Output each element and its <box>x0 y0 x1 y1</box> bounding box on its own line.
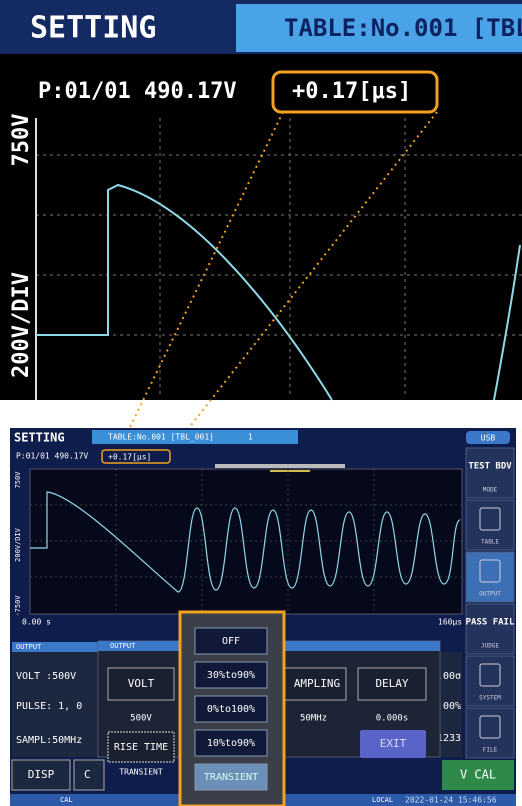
sidebar-icon[interactable] <box>479 507 501 531</box>
dialog-title: OUTPUT <box>110 642 136 650</box>
screen-table-index: 1 <box>248 433 253 442</box>
zoom-axis-scale: 200V/DIV <box>9 272 34 378</box>
output-line: SAMPL:50MHz <box>16 735 82 746</box>
zoom-highlight <box>271 70 439 114</box>
screen-waveform <box>30 491 461 593</box>
zoom-waveform <box>36 183 521 401</box>
sidebar-label[interactable]: PASS FAIL <box>466 618 515 628</box>
sidebar-icon[interactable] <box>479 559 501 583</box>
time-end: 160μs <box>438 618 462 627</box>
zoom-connectors <box>117 111 438 453</box>
zoom-axis-top: 750V <box>9 114 34 167</box>
output-line: VOLT :500V <box>16 671 76 682</box>
dropdown-option-label[interactable]: OFF <box>222 636 240 647</box>
screen-highlight <box>101 449 171 464</box>
zoom-position: P:01/01 490.17V <box>38 79 237 104</box>
dropdown-option[interactable] <box>194 627 268 655</box>
zoom-tab <box>236 4 522 52</box>
c-button[interactable] <box>73 759 105 791</box>
sidebar-caption[interactable]: SYSTEM <box>479 695 501 702</box>
sidebar-caption[interactable]: FILE <box>483 747 498 754</box>
delay-button[interactable] <box>357 667 427 701</box>
zoom-bg <box>0 0 522 400</box>
status-datetime: 2022-01-24 15:46:56 <box>405 796 497 805</box>
disp-button[interactable] <box>11 759 71 791</box>
usb-box <box>466 431 510 444</box>
volt-button[interactable] <box>107 667 175 701</box>
volt-label[interactable]: VOLT <box>128 677 155 690</box>
exit-label[interactable]: EXIT <box>380 737 407 750</box>
dropdown-items: OFF 30%to90% 0%to100% 10%to90% TRANSIENT <box>194 627 268 791</box>
zoom-table-tab: TABLE:No.001 [TBL <box>284 14 522 42</box>
screen-axis-scale: 200V/DIV <box>14 527 22 562</box>
dropdown-option[interactable] <box>194 661 268 689</box>
dropdown-option-label[interactable]: 0%to100% <box>207 704 255 715</box>
bg-value: 1233 <box>437 733 461 744</box>
bg-value: .00% <box>437 701 461 712</box>
sidebar-button[interactable] <box>465 603 515 655</box>
dropdown-option-label[interactable]: 10%to90% <box>207 738 255 749</box>
time-start: 0.00 s <box>22 618 51 627</box>
screen-axis-top: 750V <box>14 471 22 489</box>
bg-value: .00σ <box>437 671 461 682</box>
rise-time-value: TRANSIENT <box>119 768 163 777</box>
dropdown-option-label[interactable]: 30%to90% <box>207 670 255 681</box>
exit-button[interactable] <box>360 730 426 758</box>
dropdown-option[interactable] <box>194 695 268 723</box>
dropdown-option[interactable] <box>194 763 268 791</box>
connector <box>169 111 438 453</box>
sidebar-icon[interactable] <box>479 663 501 687</box>
screen-axis-bottom: -750V <box>14 595 22 617</box>
scroll-marker <box>270 470 310 472</box>
screen-time: +0.17[μs] <box>108 453 151 462</box>
screen-table-tab: TABLE:No.001 [TBL_001] <box>108 433 214 442</box>
sidebar-label[interactable]: TEST BDV <box>468 462 512 472</box>
sidebar: TEST BDV MODE TABLE OUTPUT PASS FAIL JUDGE SYS… <box>465 447 515 759</box>
sidebar-caption[interactable]: MODE <box>483 487 498 494</box>
output-tab-bg <box>12 642 102 652</box>
delay-label[interactable]: DELAY <box>375 677 408 690</box>
dropdown-option[interactable] <box>194 729 268 757</box>
disp-label[interactable]: DISP <box>28 768 55 781</box>
rise-time-label[interactable]: RISE TIME <box>114 742 168 753</box>
sampling-value: 50MHz <box>300 714 327 724</box>
output-tab: OUTPUT <box>16 643 42 651</box>
c-label[interactable]: C <box>84 768 91 781</box>
dropdown-option-label[interactable]: TRANSIENT <box>204 772 258 783</box>
screen-grid <box>30 469 462 614</box>
vcal-label[interactable]: V CAL <box>460 768 496 782</box>
screen-tab <box>92 430 298 444</box>
rise-time-button[interactable] <box>107 731 175 763</box>
volt-value: 500V <box>130 714 152 724</box>
sidebar-caption[interactable]: OUTPUT <box>479 591 501 598</box>
sidebar-icon[interactable] <box>479 715 501 739</box>
zoom-time: +0.17[μs] <box>292 79 411 104</box>
output-line: PULSE: 1, 0 <box>16 701 82 712</box>
status-remote: LOCAL <box>372 796 393 804</box>
sampling-label[interactable]: AMPLING <box>294 677 340 690</box>
usb: USB <box>481 434 496 443</box>
vcal-button[interactable] <box>442 760 514 790</box>
zoom-title: SETTING <box>30 11 156 46</box>
sidebar-caption[interactable]: JUDGE <box>481 643 499 650</box>
sidebar-button[interactable] <box>465 447 515 499</box>
sidebar-caption[interactable]: TABLE <box>481 539 499 546</box>
scroll-bar <box>215 464 345 468</box>
status-mode: CAL <box>60 796 73 804</box>
screen-title: SETTING <box>14 431 65 445</box>
zoom-grid <box>36 118 522 398</box>
delay-value: 0.000s <box>376 714 409 724</box>
screen-position: P:01/01 490.17V <box>16 452 88 461</box>
